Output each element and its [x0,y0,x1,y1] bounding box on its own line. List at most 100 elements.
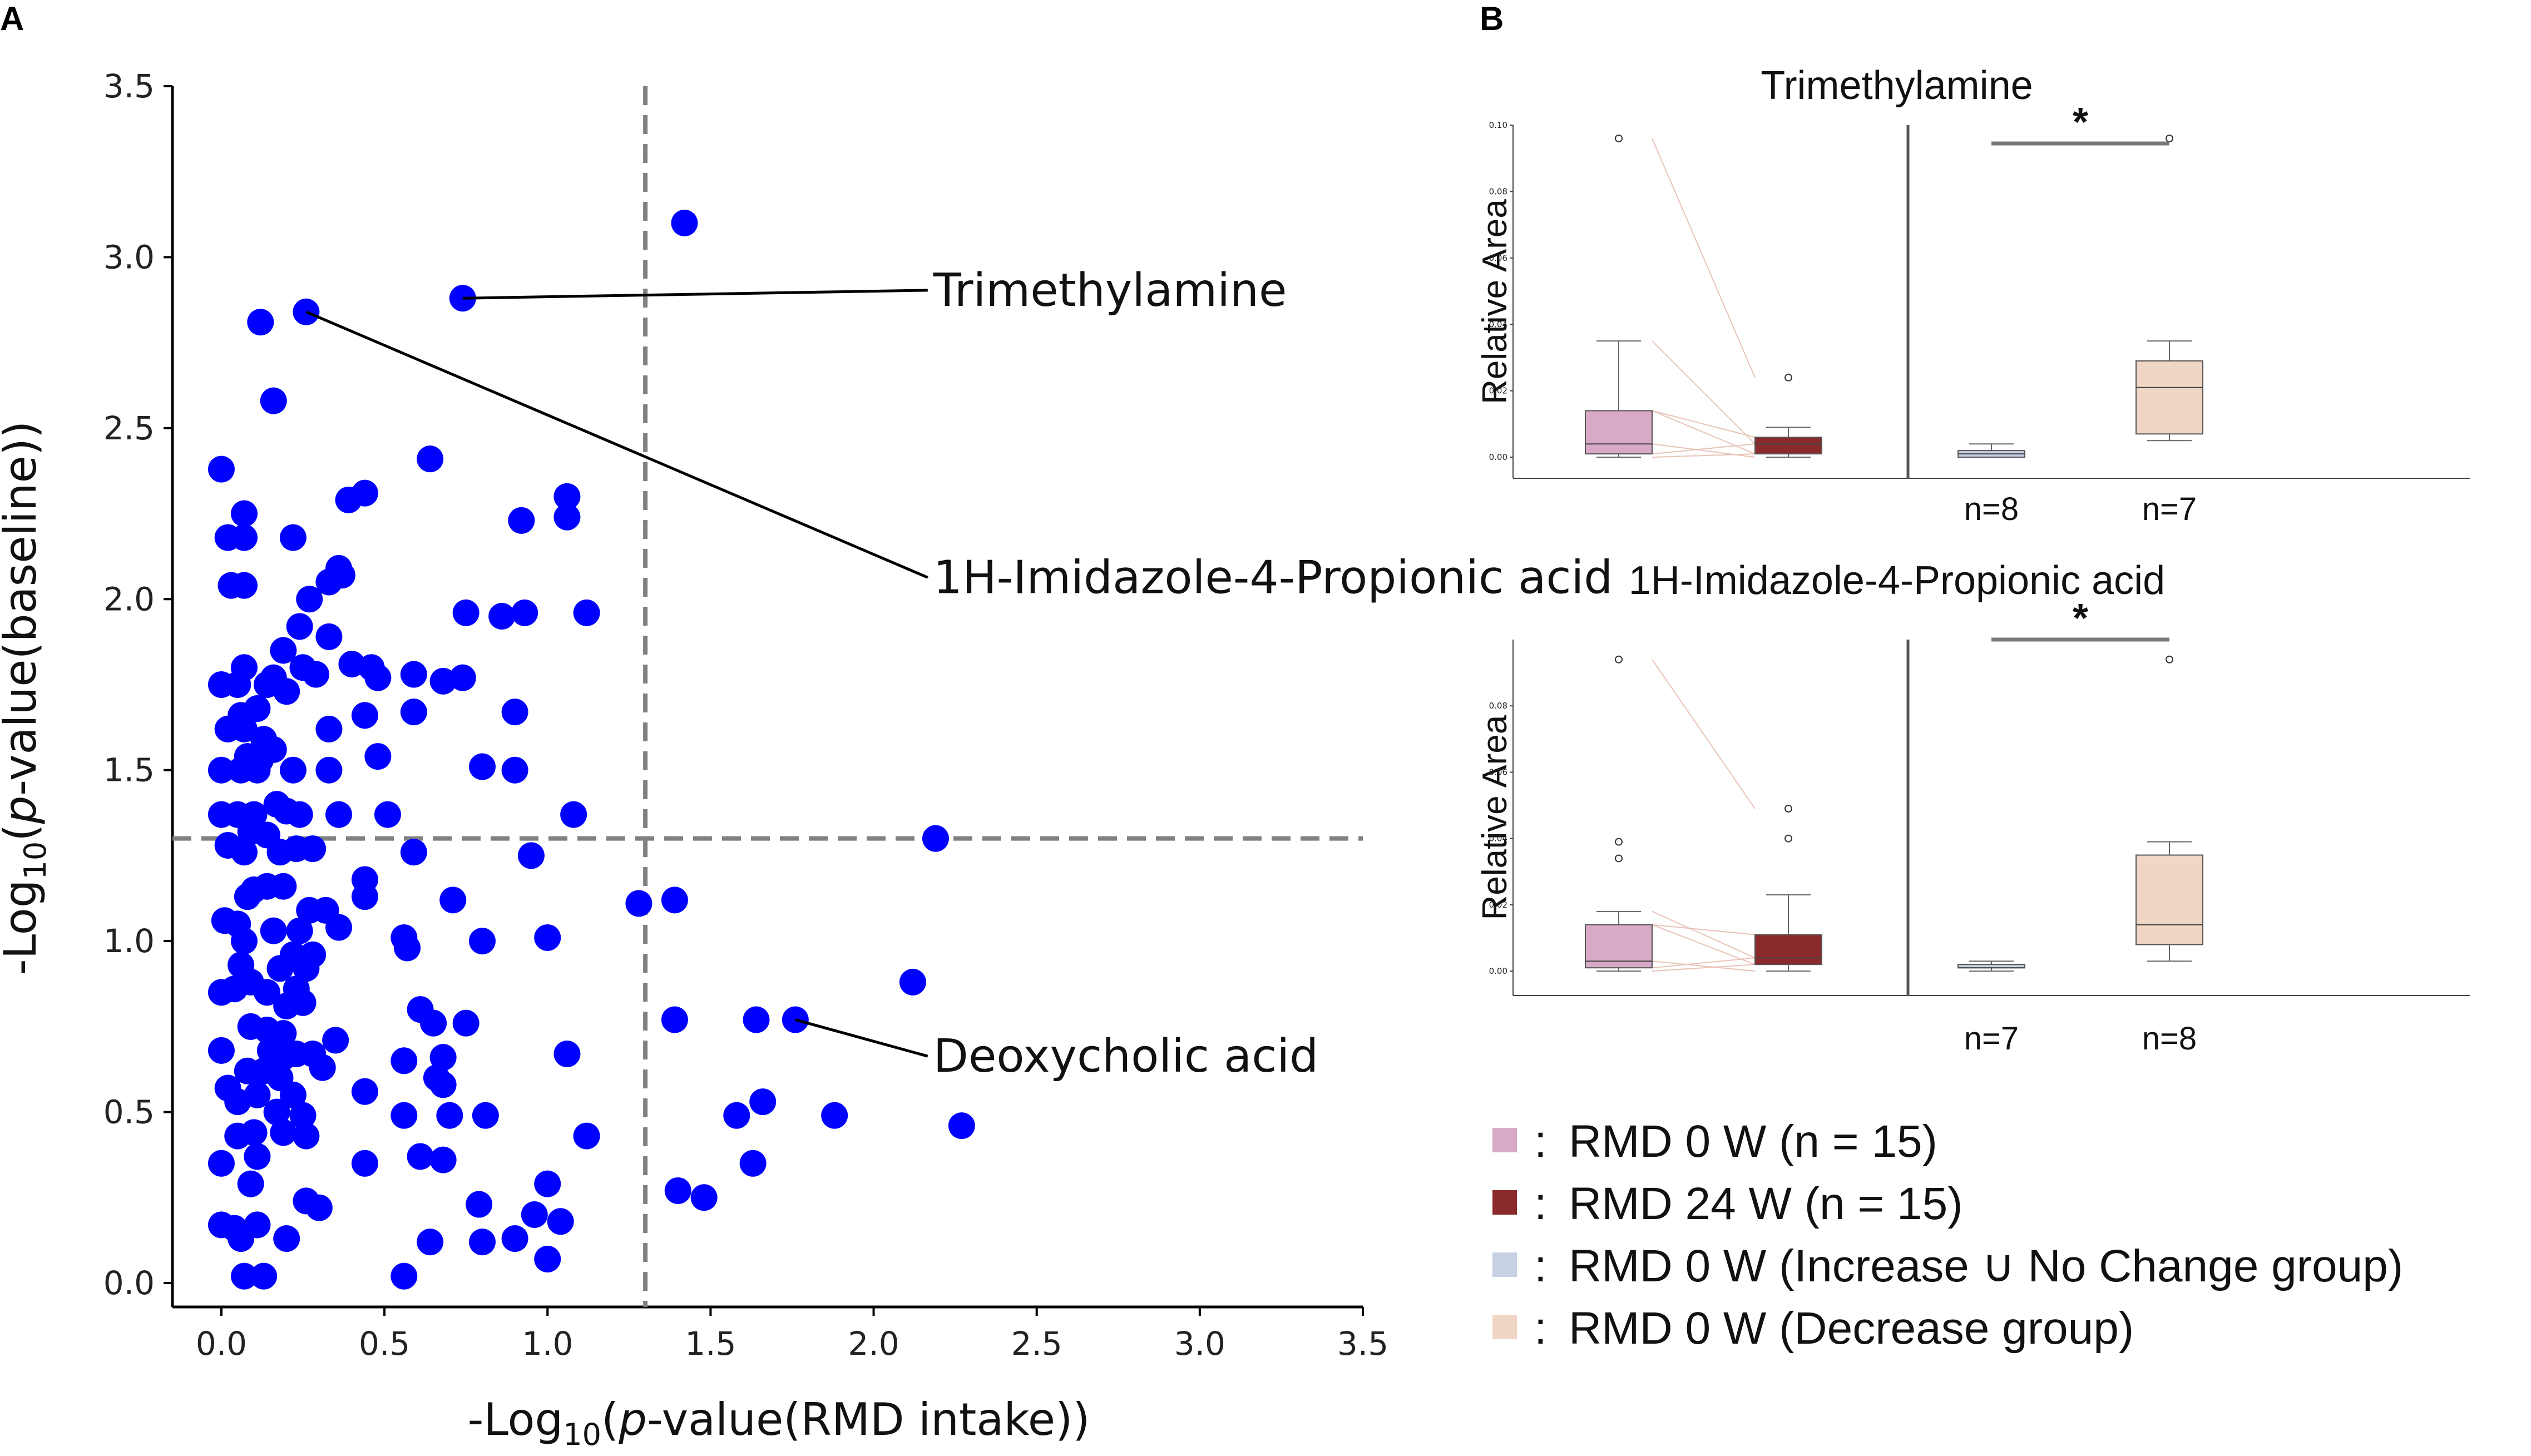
scatter-point [664,1177,691,1204]
scatter-point [315,623,343,650]
y-tick-label: 3.0 [103,238,155,276]
box-body [2135,854,2203,945]
box-outlier [1784,805,1792,813]
box-outlier [1784,373,1792,382]
boxplot-y-tick-label: 0.02 [1489,900,1507,910]
scatter-point [452,599,479,626]
scatter-point [230,715,258,742]
annotation-leader-line [462,289,928,300]
scatter-point [309,1054,336,1081]
annotation-leader-line [795,1018,928,1058]
boxplot-y-tick-label: 0.04 [1489,834,1507,844]
x-tick-label: 2.0 [848,1325,899,1363]
scatter-point [390,1102,418,1129]
x-tick-label: 0.5 [359,1325,410,1363]
scatter-point [315,715,343,742]
scatter-point [230,572,258,599]
box-body [1754,934,1822,965]
x-tick-label: 1.0 [522,1325,573,1363]
scatter-point [302,661,329,688]
scatter-point [553,1041,581,1068]
scatter-point [553,503,581,531]
box-body [2135,360,2203,435]
y-tick-label: 3.5 [103,67,155,105]
boxplot-title: 1H-Imidazole-4-Propionic acid [1629,558,2165,603]
scatter-point [351,1078,378,1105]
scatter-point [534,924,561,951]
scatter-point [739,1150,767,1177]
scatter-point [400,699,427,726]
legend-label: RMD 0 W (Decrease group) [1569,1303,2134,1354]
scatter-point [417,1229,444,1256]
scatter-point [468,753,496,780]
panel-a-label: A [0,0,24,37]
scatter-point [207,756,235,784]
boxplot-y-label: Relative Area [1476,199,1514,404]
legend-separator: : [1534,1241,1547,1291]
boxplot-y-tick-label: 0.00 [1489,966,1507,976]
scatter-point [325,801,353,828]
boxplot-y-tick-label: 0.06 [1489,253,1507,263]
legend-separator: : [1534,1178,1547,1229]
significance-marker: * [2073,100,2088,145]
scatter-point [573,599,600,626]
scatter-point [351,883,378,910]
scatter-point [286,613,313,640]
scatter-point [322,1027,349,1054]
scatter-point [305,1194,333,1221]
scatter-points [207,209,975,1290]
boxplot-y-tick-label: 0.06 [1489,767,1507,777]
scatter-point [553,483,581,510]
scatter-point [948,1112,975,1140]
scatter-point [286,801,313,828]
scatter-point [400,839,427,866]
box-outlier [1784,834,1792,843]
annotation-label: 1H-Imidazole-4-Propionic acid [933,551,1613,604]
scatter-point [279,524,307,551]
legend-label: RMD 0 W (n = 15) [1569,1116,1937,1167]
scatter-point [260,917,287,944]
scatter-point [289,989,317,1016]
scatter-point [270,873,297,900]
scatter-point [293,955,320,982]
scatter-point [228,1225,255,1252]
box-outlier [1615,134,1623,142]
group-n-label: n=8 [2142,1021,2197,1057]
scatter-point [547,1208,574,1235]
panel-b-boxplots: B Trimethylamine Relative Area 0.00 0.02 0.0… [1476,0,2470,1354]
scatter-point [234,883,261,910]
scatter-point [420,1009,447,1037]
scatter-point [466,1191,493,1218]
legend-separator: : [1534,1116,1547,1167]
scatter-point [273,1225,300,1252]
scatter-point [899,968,926,996]
y-tick-labels: 0.0 0.5 1.0 1.5 2.0 2.5 3.0 3.5 [103,67,172,1302]
scatter-point [468,1229,496,1256]
x-tick-label: 1.5 [685,1325,736,1363]
annotation-label: Deoxycholic acid [933,1030,1318,1083]
scatter-point [723,1102,750,1129]
scatter-point [671,209,698,236]
scatter-point [501,756,528,784]
scatter-point [224,1088,251,1116]
scatter-point [279,1081,307,1108]
scatter-point [517,842,545,869]
group-n-label: n=7 [1964,1021,2019,1057]
scatter-point [351,702,378,729]
scatter-point [922,825,949,852]
scatter-point [263,1098,290,1126]
scatter-point [289,1102,317,1129]
x-tick-label: 3.0 [1174,1325,1225,1363]
scatter-point [821,1102,848,1129]
annotation-label: Trimethylamine [933,264,1287,317]
scatter-point [534,1170,561,1197]
boxplot-y-tick-label: 0.04 [1489,319,1507,329]
scatter-point [224,671,251,698]
scatter-point [254,979,281,1006]
scatter-point [468,928,496,955]
scatter-point [625,890,652,917]
legend-swatch [1492,1315,1517,1339]
scatter-point [270,637,297,664]
scatter-point [364,664,392,691]
